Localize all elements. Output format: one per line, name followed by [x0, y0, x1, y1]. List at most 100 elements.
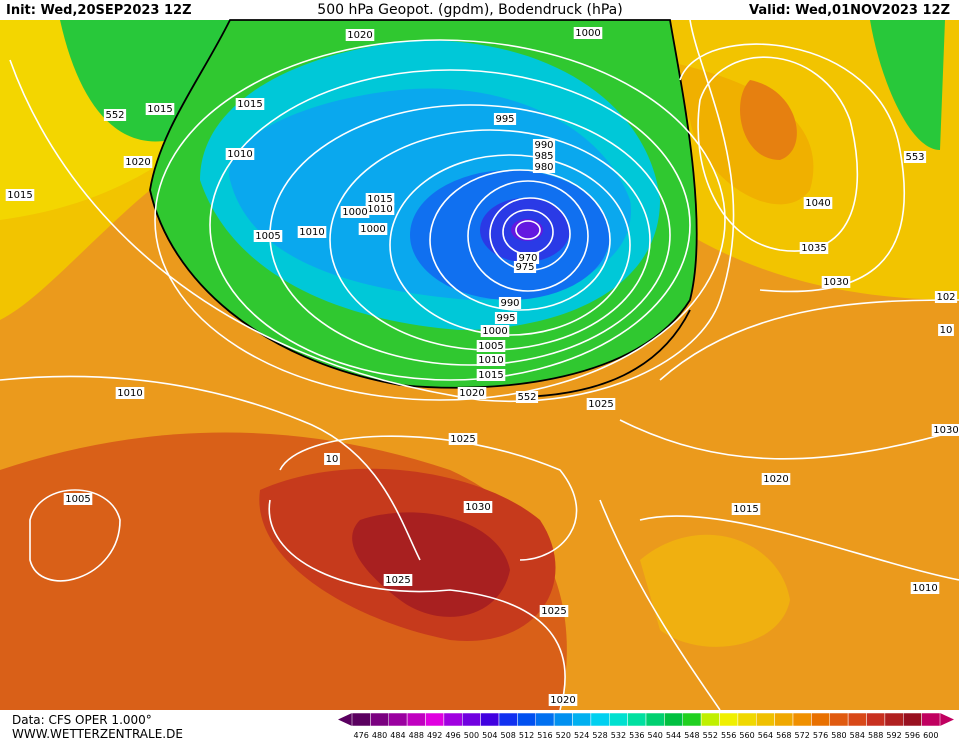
label-box [731, 503, 761, 515]
label-box [345, 29, 375, 41]
isobar-label: 1005 [478, 341, 503, 352]
colorbar-label: 512 [519, 731, 534, 740]
label-box [586, 398, 616, 410]
label-box [539, 605, 569, 617]
field-yellow-south [640, 534, 790, 647]
isobar [599, 499, 721, 711]
colorbar-box [847, 712, 867, 727]
colorbar-label: 484 [390, 731, 405, 740]
colorbar-label: 600 [923, 731, 938, 740]
colorbar-box [535, 712, 555, 727]
isobar-label: 1000 [342, 207, 367, 218]
isobar-label: 985 [534, 151, 553, 162]
colorbar-box [719, 712, 739, 727]
isobar-label: 995 [496, 313, 515, 324]
isobar [389, 154, 631, 336]
label-box [225, 148, 255, 160]
colorbar-label: 520 [556, 731, 571, 740]
isobar [154, 39, 726, 401]
label-box [931, 424, 959, 436]
label-box [5, 189, 35, 201]
label-box [761, 473, 791, 485]
label-box [123, 156, 153, 168]
colorbar-box [645, 712, 665, 727]
isobar [467, 180, 589, 292]
contour-552 [519, 309, 691, 398]
isobar [279, 435, 578, 561]
isobar-label: 552 [105, 110, 124, 121]
label-box [821, 276, 851, 288]
colorbar-label: 516 [537, 731, 552, 740]
label-box [803, 197, 833, 209]
label-box [532, 139, 556, 151]
isobar-label: 1010 [367, 204, 392, 215]
colorbar: 476 480 484 488 492 496 500 504 508 512 516 520 524 5… [338, 712, 954, 740]
colorbar-box [590, 712, 610, 727]
colorbar-label: 500 [464, 731, 479, 740]
isobar [515, 220, 541, 240]
colorbar-label: 556 [721, 731, 736, 740]
colorbar-box [498, 712, 518, 727]
isobar-label: 1010 [478, 355, 503, 366]
label-box [493, 113, 517, 125]
colorbar-box [370, 712, 389, 727]
isobar-label: 1025 [588, 399, 613, 410]
colorbar-box [737, 712, 757, 727]
init-time: Init: Wed,20SEP2023 12Z [6, 3, 192, 18]
isobar-label: 1010 [227, 149, 252, 160]
isobar-label: 10 [326, 454, 339, 465]
label-box [480, 325, 510, 337]
label-box [910, 582, 940, 594]
data-source: Data: CFS OPER 1.000° [12, 713, 152, 727]
isobar-label: 1015 [237, 99, 262, 110]
isobar-label: 1000 [360, 224, 385, 235]
isobar-label: 1020 [763, 474, 788, 485]
colorbar-label: 592 [886, 731, 901, 740]
isobar-label: 1015 [733, 504, 758, 515]
colorbar-box [462, 712, 481, 727]
isobar-label: 1025 [541, 606, 566, 617]
colorbar-label: 540 [648, 731, 663, 740]
isobar [268, 499, 566, 711]
field-yellow-high [660, 60, 814, 205]
colorbar-label: 504 [482, 731, 497, 740]
colorbar-label: 584 [850, 731, 865, 740]
colorbar-box [388, 712, 408, 727]
isobar-label: 102 [936, 292, 955, 303]
colorbar-box [425, 712, 445, 727]
isobar [619, 419, 959, 460]
isobar-label: 990 [500, 298, 519, 309]
colorbar-label: 564 [758, 731, 773, 740]
isobar-label: 1040 [805, 198, 830, 209]
isobar-label: 1015 [7, 190, 32, 201]
colorbar-label: 596 [905, 731, 920, 740]
colorbar-label: 480 [372, 731, 387, 740]
isobar-label: 1030 [933, 425, 958, 436]
label-box [573, 27, 603, 39]
field-green-ne [870, 20, 945, 150]
colorbar-box [829, 712, 849, 727]
isobar [209, 69, 691, 381]
colorbar-label: 536 [629, 731, 644, 740]
isobar-label: 553 [905, 152, 924, 163]
label-box [115, 387, 145, 399]
isobar-label: 10 [940, 325, 953, 336]
colorbar-label: 488 [409, 731, 424, 740]
colorbar-box [553, 712, 573, 727]
label-box [938, 324, 954, 336]
colorbar-box [884, 712, 904, 727]
field-orange-high [740, 80, 797, 160]
field-green-nw [60, 20, 230, 142]
isobar-label: 1020 [459, 388, 484, 399]
colorbar-label: 580 [831, 731, 846, 740]
valid-time: Valid: Wed,01NOV2023 12Z [749, 3, 950, 18]
label-box [235, 98, 265, 110]
isobar-label: 1005 [255, 231, 280, 242]
isobar-label: 1020 [125, 157, 150, 168]
label-box [903, 151, 927, 163]
isobar-label: 1000 [575, 28, 600, 39]
isobar-label: 1010 [299, 227, 324, 238]
label-box [457, 387, 487, 399]
label-box [365, 203, 395, 215]
